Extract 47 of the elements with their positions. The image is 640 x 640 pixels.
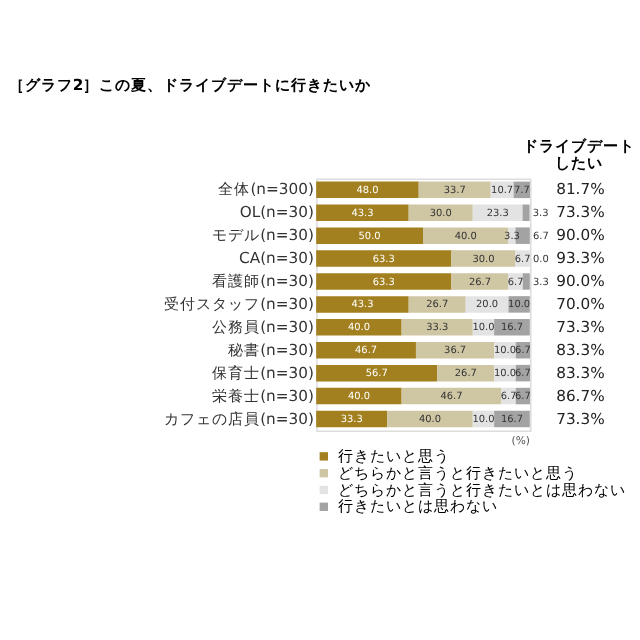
text: 81.7% [556, 180, 605, 199]
legend-label: どちらかと言うと行きたいと思う [337, 463, 578, 482]
y-tick-label: 受付スタッフ(n=30) [164, 294, 314, 313]
y-tick-label: 栄養士(n=30) [212, 386, 314, 405]
bar [316, 181, 419, 199]
y-tick-label: 秘書(n=30) [228, 340, 314, 359]
bar [316, 250, 452, 267]
bar [401, 319, 473, 336]
legend-label: どちらかと言うと行きたいとは思わない [337, 480, 626, 499]
bar [451, 273, 509, 290]
bar [408, 296, 466, 313]
legend-label: 行きたいと思う [337, 446, 450, 465]
bar [316, 296, 409, 313]
text: 73.3% [556, 317, 605, 336]
text: 83.3% [556, 340, 605, 359]
bar [316, 204, 409, 221]
bar [316, 364, 438, 382]
text: 73.3% [556, 203, 605, 222]
text: 90.0% [556, 272, 605, 291]
y-tick-label: 公務員(n=30) [212, 317, 314, 336]
bar [316, 273, 452, 290]
text: 93.3% [556, 249, 605, 268]
y-tick-label: CA(n=30) [239, 249, 314, 268]
text: 86.7% [556, 386, 605, 405]
text: ドライブデートしたい [522, 136, 635, 172]
y-tick-label: カフェの店員(n=30) [164, 409, 314, 428]
text: 90.0% [556, 226, 605, 245]
y-tick-label: 保育士(n=30) [212, 363, 314, 382]
y-tick-label: OL(n=30) [239, 203, 314, 222]
text: 70.0% [556, 294, 605, 313]
y-tick-label: 看護師(n=30) [212, 272, 314, 291]
bar [401, 387, 502, 405]
y-tick-label: 全体(n=300) [218, 180, 314, 199]
y-tick-label: モデル(n=30) [212, 226, 314, 245]
bar [316, 387, 402, 405]
text: 83.3% [556, 363, 605, 382]
chart-title: ［グラフ2］この夏、ドライブデートに行きたいか [8, 75, 374, 94]
bar [316, 319, 402, 336]
legend-label: 行きたいとは思わない [337, 497, 498, 516]
bar [316, 227, 423, 244]
bar [522, 204, 530, 221]
bar [316, 341, 416, 359]
bar [515, 227, 530, 244]
bar [451, 250, 516, 267]
bar [522, 273, 530, 290]
text: 73.3% [556, 409, 605, 428]
bar [387, 410, 473, 428]
